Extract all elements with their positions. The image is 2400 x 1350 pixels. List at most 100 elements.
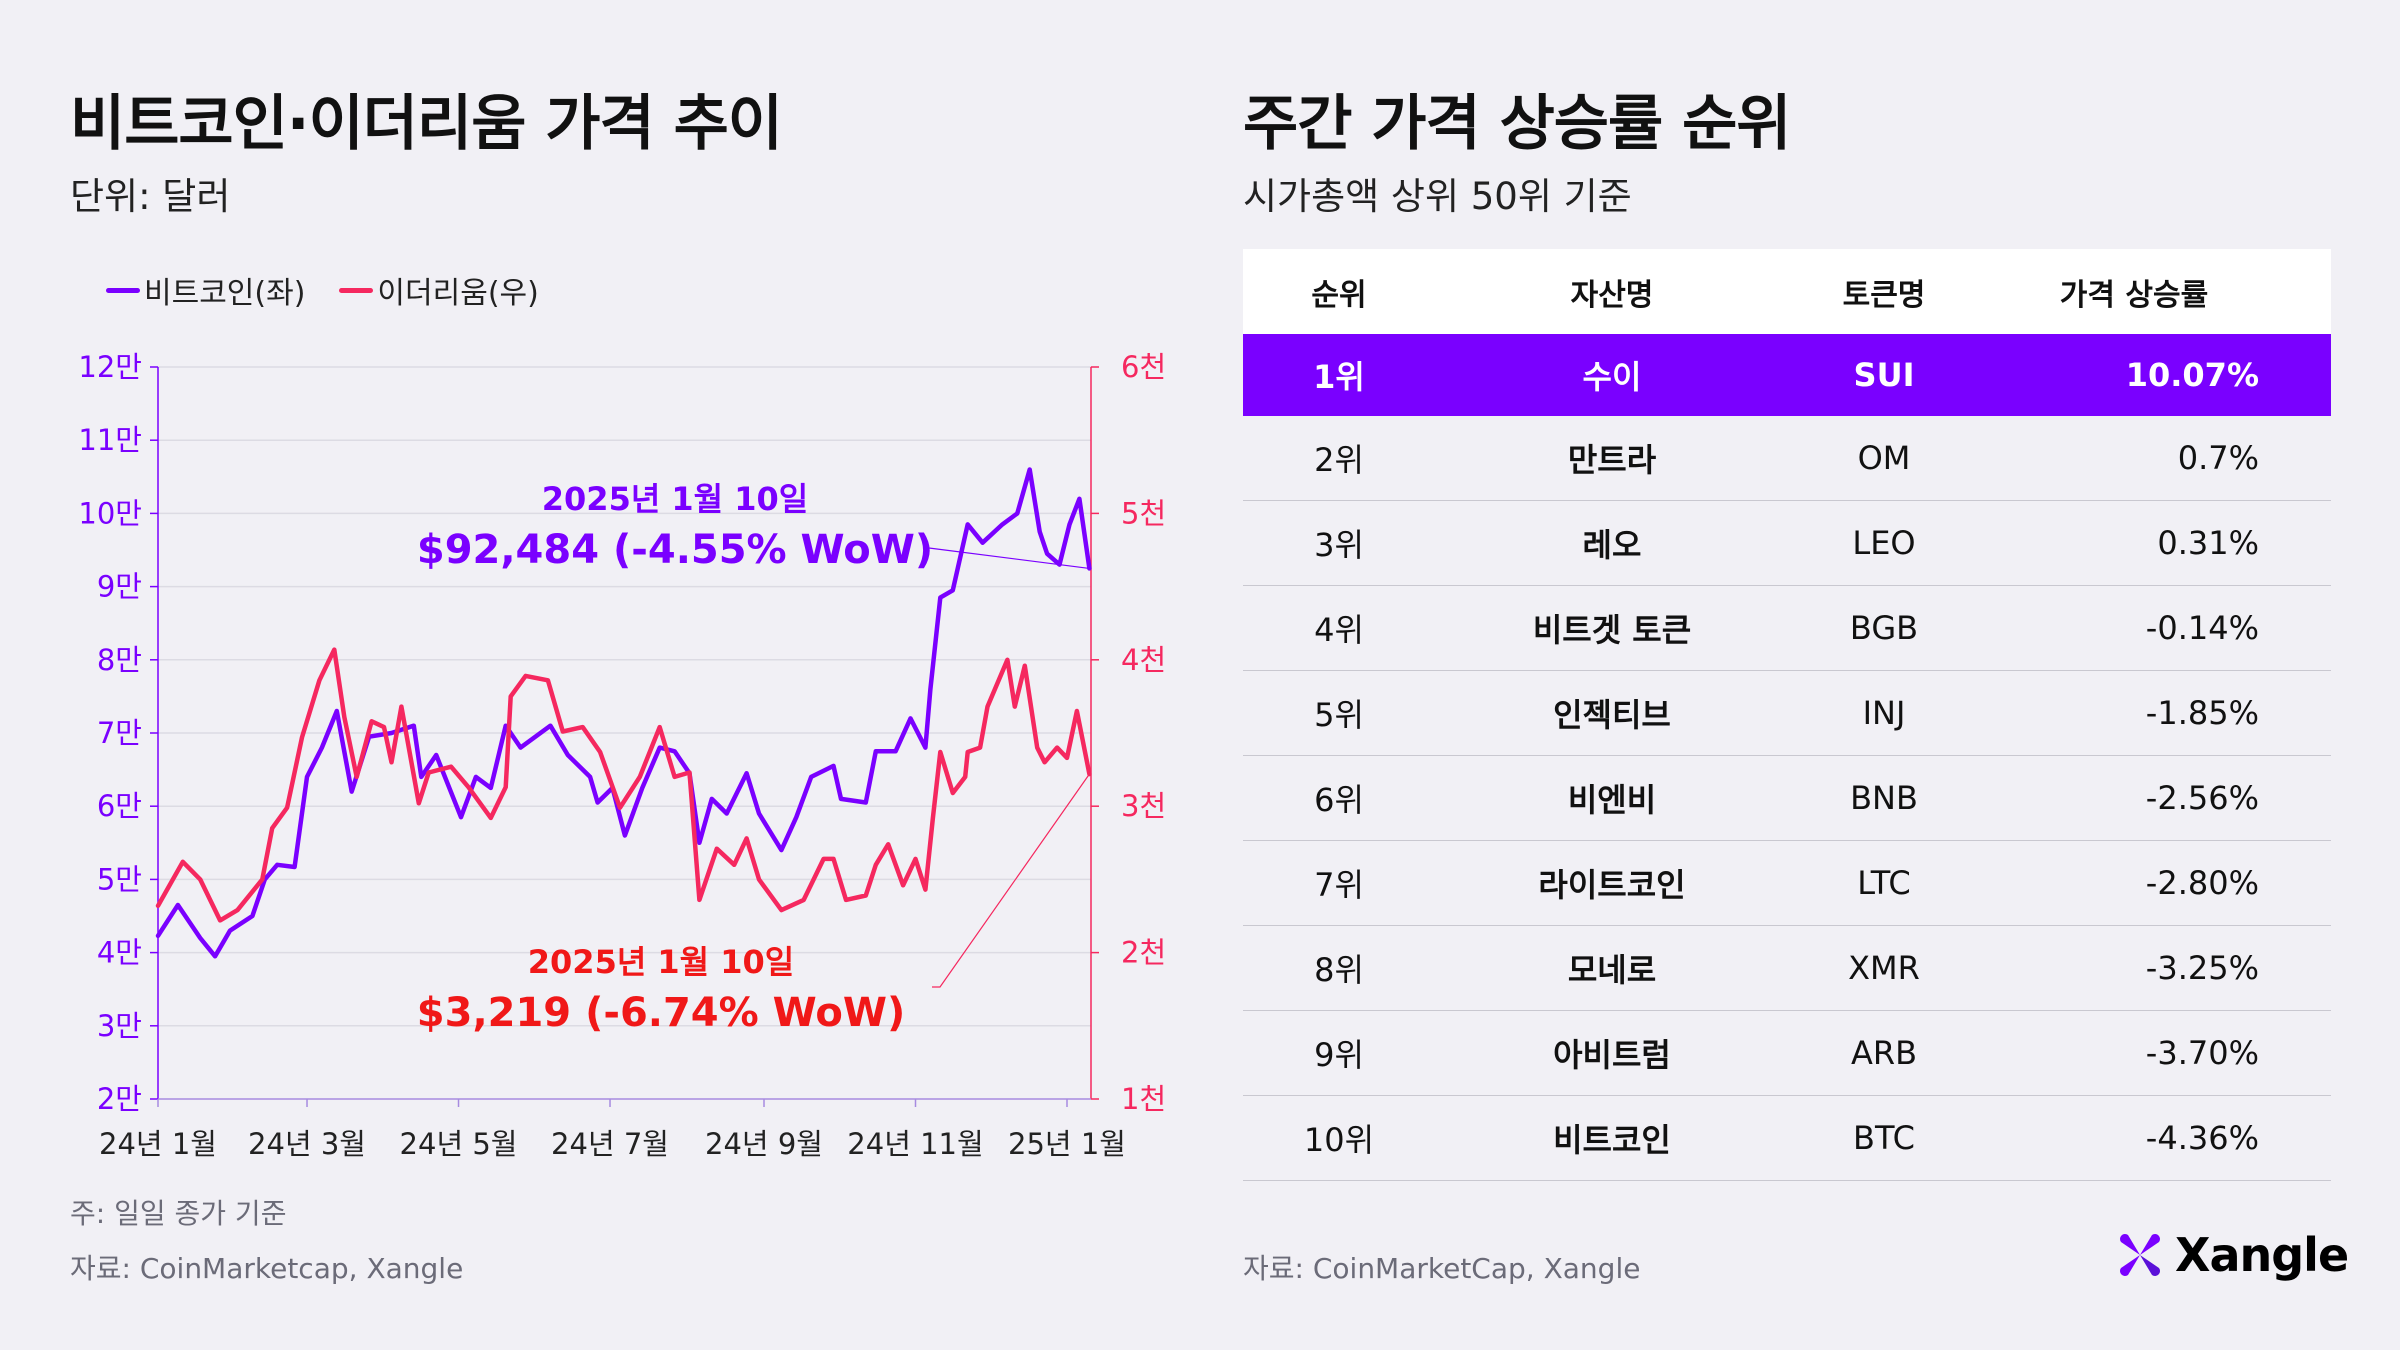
asset-name-cell: 아비트럼: [1553, 1036, 1671, 1074]
token-cell: ARB: [1850, 1034, 1918, 1072]
asset-name-cell: 모네로: [1567, 951, 1657, 989]
eth-price-line: [155, 647, 1092, 923]
y-left-tick-label: 10만: [78, 496, 142, 530]
change-cell: -1.85%: [2145, 694, 2259, 732]
header-change: 가격 상승률: [2059, 277, 2209, 313]
price-line-chart: 2만 3만 4만 5만 6만 7만 8만 9만 10만 11만 12만 1천 2천 3천 4천 5천 6천 24년…: [78, 350, 1166, 1161]
table-row: 2위 만트라 OM 0.7%: [1243, 416, 2331, 501]
x-tick-label: 24년 7월: [551, 1127, 669, 1161]
token-cell: BTC: [1853, 1119, 1915, 1157]
xangle-logo: Xangle: [2115, 1228, 2349, 1282]
legend-label-btc: 비트코인(좌): [144, 276, 306, 311]
table-subtitle: 시가총액 상위 50위 기준: [1243, 175, 1632, 218]
x-tick-label: 24년 11월: [847, 1127, 983, 1161]
asset-name-cell: 비엔비: [1567, 781, 1657, 819]
asset-name-cell: 인젝티브: [1553, 696, 1671, 734]
table-row: 6위 비엔비 BNB -2.56%: [1243, 756, 2331, 841]
rank-cell: 8위: [1314, 951, 1364, 989]
chart-title: 비트코인·이더리움 가격 추이: [70, 89, 783, 159]
chart-source: 자료: CoinMarketcap, Xangle: [70, 1252, 464, 1285]
btc-annotation-date: 2025년 1월 10일: [541, 480, 809, 518]
token-cell: XMR: [1848, 949, 1920, 987]
eth-annotation-value: $3,219 (-6.74% WoW): [416, 990, 906, 1036]
token-cell: OM: [1857, 439, 1911, 477]
rank-cell: 4위: [1314, 611, 1364, 649]
rank-cell: 9위: [1314, 1036, 1364, 1074]
x-tick-label: 24년 9월: [705, 1127, 823, 1161]
table-source: 자료: CoinMarketCap, Xangle: [1243, 1252, 1641, 1285]
token-cell: BGB: [1849, 609, 1919, 647]
x-tick-label: 24년 5월: [400, 1127, 518, 1161]
asset-name-cell: 비트코인: [1553, 1121, 1671, 1159]
y-left-tick-label: 4만: [97, 936, 142, 970]
change-cell: -4.36%: [2145, 1119, 2259, 1157]
header-token: 토큰명: [1842, 277, 1926, 313]
legend-swatch-eth: [339, 287, 374, 293]
rank-cell: 1위: [1313, 358, 1365, 396]
legend-label-eth: 이더리움(우): [377, 276, 539, 311]
y-right-tick-label: 1천: [1121, 1082, 1166, 1116]
rank-cell: 10위: [1303, 1121, 1375, 1159]
change-cell: -3.25%: [2145, 949, 2259, 987]
y-left-tick-label: 8만: [97, 643, 142, 677]
change-cell: -3.70%: [2145, 1034, 2259, 1072]
rank-cell: 2위: [1314, 441, 1364, 479]
y-left-tick-label: 11만: [78, 423, 142, 457]
weekly-gain-ranking-table: 순위 자산명 토큰명 가격 상승률 1위 수이 SUI 10.07% 2위 만트라 OM 0.…: [1243, 249, 2331, 1181]
xangle-logo-text: Xangle: [2175, 1228, 2349, 1282]
asset-name-cell: 만트라: [1567, 441, 1657, 479]
x-tick-label: 24년 1월: [99, 1127, 217, 1161]
table-title: 주간 가격 상승률 순위: [1243, 89, 1791, 159]
change-cell: 0.7%: [2177, 439, 2259, 477]
token-cell: LEO: [1852, 524, 1916, 562]
y-left-tick-label: 5만: [97, 862, 142, 896]
btc-annotation-value: $92,484 (-4.55% WoW): [416, 527, 934, 573]
header-asset: 자산명: [1570, 277, 1654, 313]
chart-subtitle: 단위: 달러: [70, 175, 231, 218]
token-cell: LTC: [1857, 864, 1911, 902]
y-right-tick-label: 5천: [1121, 496, 1166, 530]
token-cell: INJ: [1862, 694, 1906, 732]
y-right-tick-label: 3천: [1121, 789, 1166, 823]
xangle-x-icon: [2120, 1234, 2160, 1276]
table-row: 9위 아비트럼 ARB -3.70%: [1243, 1011, 2331, 1096]
table-row: 10위 비트코인 BTC -4.36%: [1243, 1096, 2331, 1181]
asset-name-cell: 레오: [1582, 526, 1642, 564]
y-left-tick-label: 2만: [97, 1082, 142, 1116]
change-cell: -2.56%: [2145, 779, 2259, 817]
btc-annotation-connector: [928, 547, 1090, 570]
table-row: 8위 모네로 XMR -3.25%: [1243, 926, 2331, 1011]
asset-name-cell: 라이트코인: [1538, 866, 1686, 904]
asset-name-cell: 비트겟 토큰: [1532, 611, 1692, 649]
table-row: 7위 라이트코인 LTC -2.80%: [1243, 841, 2331, 926]
rank-cell: 6위: [1314, 781, 1364, 819]
rank-cell: 5위: [1314, 696, 1364, 734]
rank-cell: 3위: [1314, 526, 1364, 564]
y-right-tick-label: 4천: [1121, 643, 1166, 677]
table-row: 1위 수이 SUI 10.07%: [1243, 334, 2331, 416]
legend-swatch-btc: [106, 287, 140, 293]
change-cell: -2.80%: [2145, 864, 2259, 902]
chart-note: 주: 일일 종가 기준: [70, 1197, 287, 1230]
asset-name-cell: 수이: [1582, 358, 1642, 396]
y-left-tick-label: 6만: [97, 789, 142, 823]
y-left-tick-label: 12만: [78, 350, 142, 384]
eth-annotation-date: 2025년 1월 10일: [527, 943, 795, 981]
y-left-tick-label: 3만: [97, 1009, 142, 1043]
token-cell: SUI: [1853, 356, 1915, 394]
y-right-tick-label: 6천: [1121, 350, 1166, 384]
y-left-tick-label: 9만: [97, 570, 142, 604]
table-row: 3위 레오 LEO 0.31%: [1243, 501, 2331, 586]
token-cell: BNB: [1850, 779, 1918, 817]
x-tick-label: 24년 3월: [248, 1127, 366, 1161]
change-cell: 10.07%: [2125, 356, 2259, 394]
table-header: 순위 자산명 토큰명 가격 상승률: [1243, 249, 2331, 334]
change-cell: 0.31%: [2157, 524, 2259, 562]
chart-legend: 비트코인(좌) 이더리움(우): [106, 268, 539, 312]
table-row: 4위 비트겟 토큰 BGB -0.14%: [1243, 586, 2331, 671]
eth-annotation-connector: [932, 773, 1090, 988]
table-row: 5위 인젝티브 INJ -1.85%: [1243, 671, 2331, 756]
rank-cell: 7위: [1314, 866, 1364, 904]
x-tick-label: 25년 1월: [1008, 1127, 1126, 1161]
change-cell: -0.14%: [2145, 609, 2259, 647]
